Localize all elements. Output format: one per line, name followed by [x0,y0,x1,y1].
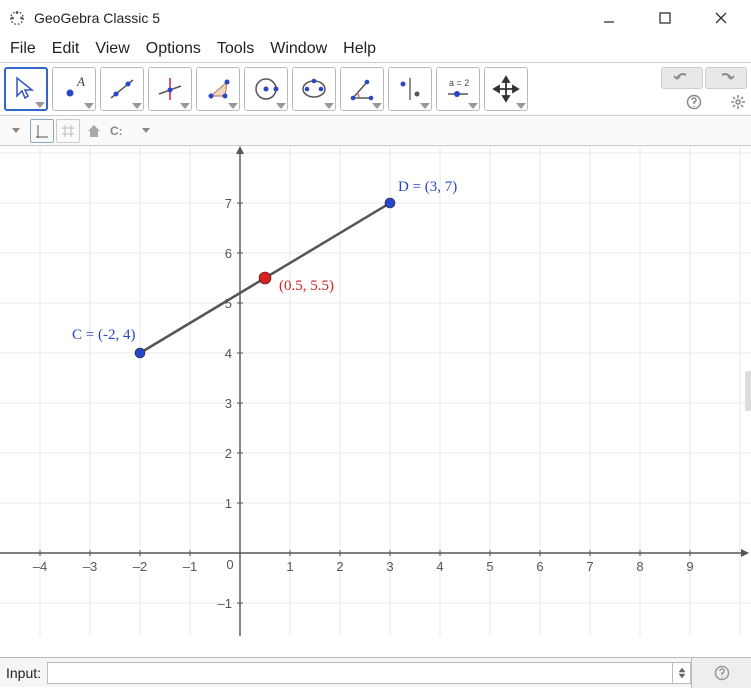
svg-text:6: 6 [225,246,232,261]
input-field[interactable] [47,662,673,684]
toolbar-right [661,67,747,111]
menu-file[interactable]: File [4,38,42,60]
point-capture-dropdown[interactable] [134,119,158,143]
svg-text:5: 5 [486,559,493,574]
chevron-down-icon [276,103,286,109]
menu-window[interactable]: Window [264,38,333,60]
minimize-button[interactable] [595,4,623,32]
undo-redo-group [661,67,747,89]
tool-transform[interactable] [388,67,432,111]
tool-move-view[interactable] [484,67,528,111]
svg-text:C:: C: [110,124,123,138]
tool-perpendicular[interactable] [148,67,192,111]
svg-text:(0.5, 5.5): (0.5, 5.5) [279,278,334,294]
graphics-view[interactable]: –4–3–2–10123456789–11234567C = (-2, 4)D … [0,146,751,636]
view-dropdown[interactable] [4,119,28,143]
chevron-down-icon [516,103,526,109]
svg-text:–1: –1 [183,559,197,574]
chevron-down-icon [228,103,238,109]
svg-text:0: 0 [226,557,233,572]
svg-text:1: 1 [225,496,232,511]
tool-angle[interactable] [340,67,384,111]
svg-text:9: 9 [686,559,693,574]
input-history-dropdown[interactable] [673,662,691,684]
grid-toggle[interactable] [56,119,80,143]
panel-resize-handle[interactable] [745,371,751,411]
input-label: Input: [0,665,47,681]
svg-text:2: 2 [225,446,232,461]
tool-move[interactable] [4,67,48,111]
svg-text:4: 4 [436,559,443,574]
tool-polygon[interactable] [196,67,240,111]
svg-text:7: 7 [225,196,232,211]
app-icon [8,9,26,27]
menu-options[interactable]: Options [140,38,207,60]
menu-tools[interactable]: Tools [211,38,260,60]
input-help-button[interactable] [691,658,751,688]
svg-text:C = (-2, 4): C = (-2, 4) [72,327,135,343]
tool-circle[interactable] [244,67,288,111]
svg-text:3: 3 [386,559,393,574]
tool-conic[interactable] [292,67,336,111]
chevron-down-icon [324,103,334,109]
svg-text:–1: –1 [218,596,232,611]
toolbar: A [0,62,751,116]
menu-view[interactable]: View [89,38,135,60]
menu-help[interactable]: Help [337,38,382,60]
chevron-down-icon [372,103,382,109]
settings-icon[interactable] [729,93,747,111]
title-bar: GeoGebra Classic 5 [0,0,751,36]
window-title: GeoGebra Classic 5 [34,10,595,26]
chevron-down-icon [468,103,478,109]
tool-point[interactable]: A [52,67,96,111]
svg-text:3: 3 [225,396,232,411]
view-toolbar: C: [0,116,751,146]
chevron-down-icon [84,103,94,109]
window-controls [595,4,735,32]
chevron-down-icon [132,103,142,109]
svg-text:2: 2 [336,559,343,574]
redo-button[interactable] [705,67,747,89]
svg-text:8: 8 [636,559,643,574]
chevron-down-icon [180,103,190,109]
svg-text:1: 1 [286,559,293,574]
svg-text:7: 7 [586,559,593,574]
maximize-button[interactable] [651,4,679,32]
svg-text:6: 6 [536,559,543,574]
svg-text:4: 4 [225,346,232,361]
svg-text:A: A [76,74,85,89]
undo-button[interactable] [661,67,703,89]
tool-group: A [4,67,653,111]
input-bar: Input: [0,657,751,687]
close-button[interactable] [707,4,735,32]
menu-edit[interactable]: Edit [46,38,86,60]
point-capture-button[interactable]: C: [108,119,132,143]
svg-text:–2: –2 [133,559,147,574]
tool-slider[interactable]: a = 2 [436,67,480,111]
menu-bar: File Edit View Options Tools Window Help [0,36,751,62]
chevron-down-icon [35,102,45,108]
svg-text:D = (3, 7): D = (3, 7) [398,179,457,195]
svg-text:–3: –3 [83,559,97,574]
help-icon[interactable] [685,93,703,111]
axes-toggle[interactable] [30,119,54,143]
svg-text:–4: –4 [33,559,47,574]
tool-line[interactable] [100,67,144,111]
chevron-down-icon [420,103,430,109]
home-button[interactable] [82,119,106,143]
svg-text:a = 2: a = 2 [449,78,469,88]
